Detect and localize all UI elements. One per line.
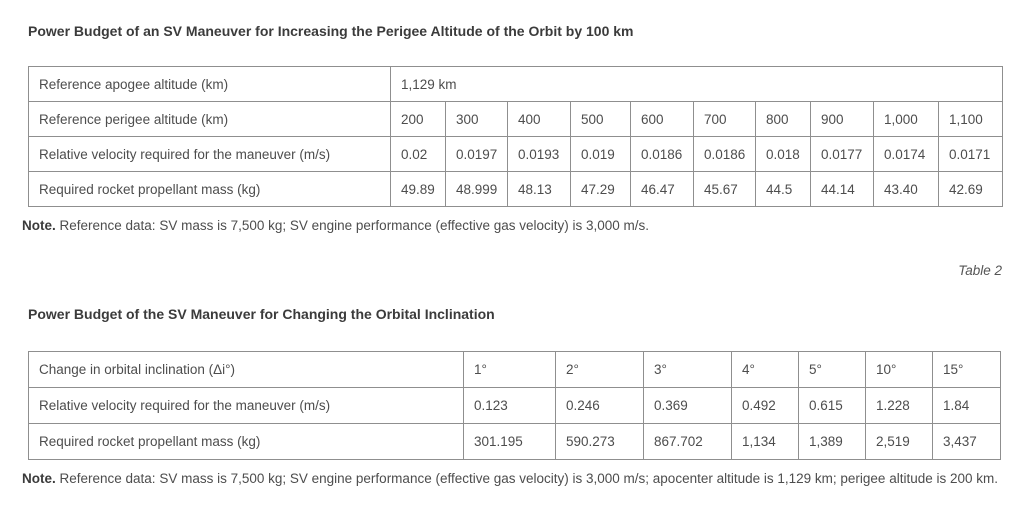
row-label: Relative velocity required for the maneu…: [28, 136, 391, 172]
table-cell: 4°: [731, 351, 799, 388]
table-cell: 590.273: [555, 423, 644, 460]
table-row: Relative velocity required for the maneu…: [28, 387, 1001, 424]
table-cell: 1,134: [731, 423, 799, 460]
table-cell: 44.14: [810, 171, 874, 207]
table-cell: 300: [445, 101, 508, 137]
table-row: Relative velocity required for the maneu…: [28, 136, 1004, 172]
table-cell: 0.0174: [873, 136, 939, 172]
table-cell: 2,519: [865, 423, 933, 460]
table-row: Reference perigee altitude (km) 200 300 …: [28, 101, 1004, 137]
table-cell: 45.67: [693, 171, 756, 207]
table-cell: 0.0171: [937, 136, 1004, 172]
table-cell: 47.29: [570, 171, 631, 207]
table-cell: 3,437: [932, 423, 1001, 460]
table2-note: Note. Reference data: SV mass is 7,500 k…: [22, 468, 1012, 489]
table-cell: 0.123: [463, 387, 556, 424]
note-text: Reference data: SV mass is 7,500 kg; SV …: [55, 218, 650, 233]
table-cell: 301.195: [463, 423, 556, 460]
table-cell: 600: [630, 101, 694, 137]
note-label: Note.: [22, 471, 56, 486]
table-cell: 0.0186: [693, 136, 756, 172]
table2-title: Power Budget of the SV Maneuver for Chan…: [28, 306, 495, 322]
table-cell: 10°: [865, 351, 933, 388]
table-cell: 1,129 km: [389, 66, 1004, 102]
table-cell: 0.0177: [810, 136, 874, 172]
table-cell: 0.0193: [507, 136, 571, 172]
table-cell: 1,100: [937, 101, 1004, 137]
table-cell: 42.69: [937, 171, 1004, 207]
note-text: Reference data: SV mass is 7,500 kg; SV …: [55, 471, 999, 486]
table-cell: 1,000: [873, 101, 939, 137]
row-label: Required rocket propellant mass (kg): [28, 171, 391, 207]
note-label: Note.: [22, 218, 56, 233]
table-cell: 0.615: [798, 387, 866, 424]
table-cell: 800: [755, 101, 811, 137]
table-cell: 500: [570, 101, 631, 137]
table-cell: 48.13: [507, 171, 571, 207]
table-row: Reference apogee altitude (km) 1,129 km: [28, 66, 1004, 102]
table-cell: 700: [693, 101, 756, 137]
table-cell: 0.019: [570, 136, 631, 172]
table-cell: 15°: [932, 351, 1001, 388]
table-cell: 1.84: [932, 387, 1001, 424]
table-cell: 0.018: [755, 136, 811, 172]
table-cell: 1,389: [798, 423, 866, 460]
row-label: Relative velocity required for the maneu…: [28, 387, 464, 424]
table-cell: 48.999: [445, 171, 508, 207]
table-cell: 44.5: [755, 171, 811, 207]
table-cell: 400: [507, 101, 571, 137]
table-cell: 0.492: [731, 387, 799, 424]
table-cell: 46.47: [630, 171, 694, 207]
table-cell: 867.702: [643, 423, 732, 460]
row-label: Reference apogee altitude (km): [28, 66, 391, 102]
table-cell: 0.0186: [630, 136, 694, 172]
table-cell: 2°: [555, 351, 644, 388]
table-cell: 0.02: [390, 136, 446, 172]
table2-orbital-inclination: Change in orbital inclination (Δi°) 1° 2…: [28, 351, 1001, 460]
table-cell: 1.228: [865, 387, 933, 424]
table-cell: 1°: [463, 351, 556, 388]
table-cell: 200: [390, 101, 446, 137]
table-cell: 0.0197: [445, 136, 508, 172]
row-label: Required rocket propellant mass (kg): [28, 423, 464, 460]
table-cell: 0.369: [643, 387, 732, 424]
table-cell: 3°: [643, 351, 732, 388]
table2-caption: Table 2: [958, 263, 1002, 278]
table-cell: 900: [810, 101, 874, 137]
table1-note: Note. Reference data: SV mass is 7,500 k…: [22, 215, 1012, 236]
table-row: Change in orbital inclination (Δi°) 1° 2…: [28, 351, 1001, 388]
table-cell: 5°: [798, 351, 866, 388]
table1-perigee-altitude: Reference apogee altitude (km) 1,129 km …: [28, 66, 1004, 207]
row-label: Change in orbital inclination (Δi°): [28, 351, 464, 388]
table-cell: 49.89: [390, 171, 446, 207]
table-cell: 0.246: [555, 387, 644, 424]
table-cell: 43.40: [873, 171, 939, 207]
table1-title: Power Budget of an SV Maneuver for Incre…: [28, 23, 634, 39]
table-row: Required rocket propellant mass (kg) 49.…: [28, 171, 1004, 207]
row-label: Reference perigee altitude (km): [28, 101, 391, 137]
table-row: Required rocket propellant mass (kg) 301…: [28, 423, 1001, 460]
